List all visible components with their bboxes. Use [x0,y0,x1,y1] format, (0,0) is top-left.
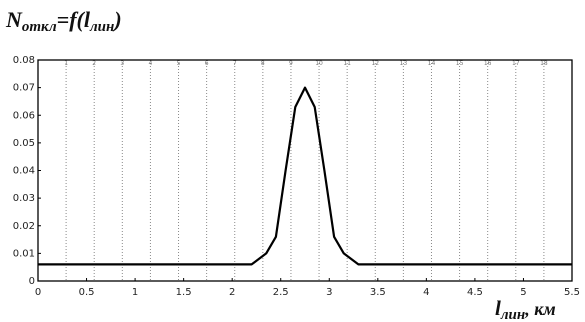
title-mid: =f(l [57,7,91,32]
x-tick-label: 5.5 [564,287,580,298]
xlabel-sub: лин [500,307,525,322]
top-label: 10 [315,60,323,67]
plot-area: 1 2 3 4 5 6 7 8 9 10 11 12 13 14 15 16 17 180 0.5 1 1.5 2 2.5 3… [13,55,580,298]
x-tick-label: 3.5 [370,287,386,298]
y-tick-label: 0.04 [13,166,35,177]
top-label: 7 [233,60,237,67]
y-tick-label: 0.01 [13,248,35,259]
x-tick-label: 5 [520,287,526,298]
y-tick-label: 0 [29,276,35,287]
x-tick-label: 0.5 [79,287,95,298]
x-tick-label: 0 [35,287,41,298]
top-label: 12 [371,60,379,67]
xlabel-main: l [495,296,501,320]
title-sub2: лин [89,19,114,35]
top-label: 11 [343,60,351,67]
x-tick-label: 3 [326,287,332,298]
xlabel-unit: , км [524,299,555,319]
x-axis-label: lлин, км [495,296,556,322]
title-end: ) [112,7,121,32]
top-label: 18 [540,60,548,67]
chart-title: Nоткл=f(lлин) [5,7,122,35]
series-line [38,86,572,266]
title-main: N [5,7,23,32]
top-label: 15 [456,60,464,67]
x-tick-label: 4 [423,287,429,298]
x-tick-label: 1 [132,287,138,298]
plot-frame [37,59,573,282]
top-label: 17 [512,60,520,67]
y-tick-label: 0.06 [13,110,35,121]
top-label: 4 [149,60,153,67]
y-tick-label: 0.03 [13,193,35,204]
y-tick-label: 0.08 [13,55,35,66]
y-tick-label: 0.07 [13,83,35,94]
x-tick-label: 4.5 [467,287,483,298]
top-label: 9 [289,60,293,67]
top-label: 2 [92,60,96,67]
top-label: 5 [177,60,181,67]
x-tick-label: 2.5 [273,287,289,298]
top-label: 3 [120,60,124,67]
title-sub1: откл [22,19,57,35]
x-tick-label: 1.5 [176,287,192,298]
y-tick-label: 0.05 [13,138,35,149]
top-label: 14 [428,60,436,67]
top-label: 8 [261,60,265,67]
top-label: 6 [205,60,209,67]
top-label: 16 [484,60,492,67]
y-tick-label: 0.02 [13,221,35,232]
x-tick-label: 2 [229,287,235,298]
top-label: 13 [400,60,408,67]
top-label: 1 [64,60,68,67]
